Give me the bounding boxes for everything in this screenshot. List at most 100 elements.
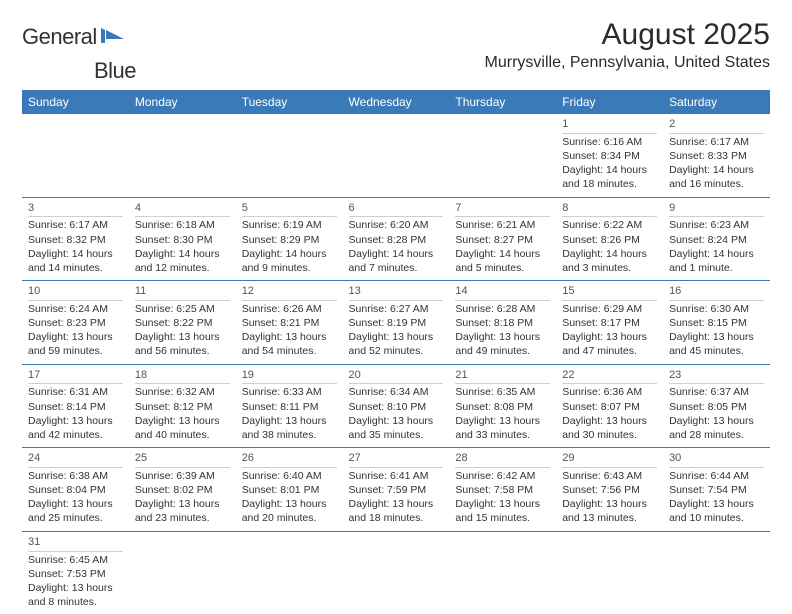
day-detail: Daylight: 13 hours [135,497,230,511]
day-detail: Sunrise: 6:29 AM [562,302,657,316]
day-detail: Sunrise: 6:31 AM [28,385,123,399]
day-detail: Sunrise: 6:45 AM [28,553,123,567]
day-detail: and 30 minutes. [562,428,657,442]
day-number: 16 [669,284,764,301]
day-detail: Sunrise: 6:41 AM [349,469,444,483]
day-detail: Sunset: 7:56 PM [562,483,657,497]
day-detail: Daylight: 14 hours [349,247,444,261]
day-cell: 14Sunrise: 6:28 AMSunset: 8:18 PMDayligh… [449,281,556,365]
week-row: 31Sunrise: 6:45 AMSunset: 7:53 PMDayligh… [22,531,770,614]
day-detail: Sunset: 8:07 PM [562,400,657,414]
day-cell: 16Sunrise: 6:30 AMSunset: 8:15 PMDayligh… [663,281,770,365]
day-detail: and 18 minutes. [562,177,657,191]
day-detail: Daylight: 14 hours [669,163,764,177]
day-cell: 24Sunrise: 6:38 AMSunset: 8:04 PMDayligh… [22,448,129,532]
day-cell: 20Sunrise: 6:34 AMSunset: 8:10 PMDayligh… [343,364,450,448]
day-cell [343,114,450,197]
day-detail: Daylight: 13 hours [28,330,123,344]
month-title: August 2025 [485,18,770,52]
day-number: 28 [455,451,550,468]
day-cell: 23Sunrise: 6:37 AMSunset: 8:05 PMDayligh… [663,364,770,448]
day-detail: Sunrise: 6:40 AM [242,469,337,483]
day-number: 10 [28,284,123,301]
day-detail: Daylight: 13 hours [562,497,657,511]
week-row: 1Sunrise: 6:16 AMSunset: 8:34 PMDaylight… [22,114,770,197]
day-number: 29 [562,451,657,468]
day-cell: 25Sunrise: 6:39 AMSunset: 8:02 PMDayligh… [129,448,236,532]
day-cell [343,531,450,614]
day-detail: and 15 minutes. [455,511,550,525]
day-detail: Sunrise: 6:33 AM [242,385,337,399]
day-detail: and 13 minutes. [562,511,657,525]
day-detail: Daylight: 13 hours [349,414,444,428]
day-detail: Daylight: 13 hours [28,497,123,511]
day-detail: Sunset: 8:11 PM [242,400,337,414]
day-cell: 27Sunrise: 6:41 AMSunset: 7:59 PMDayligh… [343,448,450,532]
col-thursday: Thursday [449,90,556,114]
col-sunday: Sunday [22,90,129,114]
day-detail: and 16 minutes. [669,177,764,191]
day-number: 13 [349,284,444,301]
day-cell: 7Sunrise: 6:21 AMSunset: 8:27 PMDaylight… [449,197,556,281]
day-cell: 9Sunrise: 6:23 AMSunset: 8:24 PMDaylight… [663,197,770,281]
day-detail: and 1 minute. [669,261,764,275]
day-cell: 28Sunrise: 6:42 AMSunset: 7:58 PMDayligh… [449,448,556,532]
day-detail: Sunset: 8:28 PM [349,233,444,247]
day-detail: Sunset: 8:04 PM [28,483,123,497]
day-detail: Sunset: 8:33 PM [669,149,764,163]
day-cell: 21Sunrise: 6:35 AMSunset: 8:08 PMDayligh… [449,364,556,448]
day-detail: Daylight: 13 hours [669,414,764,428]
day-detail: Daylight: 13 hours [455,414,550,428]
day-detail: and 54 minutes. [242,344,337,358]
day-cell [236,531,343,614]
day-detail: and 25 minutes. [28,511,123,525]
day-detail: Sunset: 8:29 PM [242,233,337,247]
day-detail: Sunrise: 6:19 AM [242,218,337,232]
day-detail: Sunset: 8:22 PM [135,316,230,330]
day-detail: Sunrise: 6:16 AM [562,135,657,149]
day-detail: Sunrise: 6:34 AM [349,385,444,399]
day-cell [663,531,770,614]
day-cell: 8Sunrise: 6:22 AMSunset: 8:26 PMDaylight… [556,197,663,281]
day-detail: Daylight: 14 hours [135,247,230,261]
day-detail: and 52 minutes. [349,344,444,358]
day-number: 1 [562,117,657,134]
day-detail: Sunrise: 6:21 AM [455,218,550,232]
day-detail: Daylight: 13 hours [135,414,230,428]
day-cell: 11Sunrise: 6:25 AMSunset: 8:22 PMDayligh… [129,281,236,365]
day-detail: and 14 minutes. [28,261,123,275]
day-detail: and 9 minutes. [242,261,337,275]
day-detail: Daylight: 14 hours [28,247,123,261]
day-cell: 3Sunrise: 6:17 AMSunset: 8:32 PMDaylight… [22,197,129,281]
day-number: 9 [669,201,764,218]
col-tuesday: Tuesday [236,90,343,114]
day-detail: Daylight: 13 hours [562,330,657,344]
day-detail: and 56 minutes. [135,344,230,358]
day-detail: Sunset: 8:02 PM [135,483,230,497]
day-number: 11 [135,284,230,301]
day-detail: and 23 minutes. [135,511,230,525]
day-cell: 5Sunrise: 6:19 AMSunset: 8:29 PMDaylight… [236,197,343,281]
location-text: Murrysville, Pennsylvania, United States [485,54,770,72]
day-detail: Sunset: 7:53 PM [28,567,123,581]
day-detail: and 7 minutes. [349,261,444,275]
day-detail: Sunrise: 6:23 AM [669,218,764,232]
day-detail: and 3 minutes. [562,261,657,275]
day-detail: Sunset: 8:21 PM [242,316,337,330]
header-row: Sunday Monday Tuesday Wednesday Thursday… [22,90,770,114]
day-detail: Sunrise: 6:32 AM [135,385,230,399]
day-number: 7 [455,201,550,218]
day-detail: Daylight: 14 hours [562,247,657,261]
title-block: August 2025 Murrysville, Pennsylvania, U… [485,18,770,72]
day-detail: Sunrise: 6:43 AM [562,469,657,483]
logo-text-blue: Blue [94,58,136,84]
day-detail: Sunrise: 6:24 AM [28,302,123,316]
day-detail: Sunrise: 6:44 AM [669,469,764,483]
day-detail: Daylight: 13 hours [242,414,337,428]
day-number: 6 [349,201,444,218]
day-detail: Sunset: 8:19 PM [349,316,444,330]
day-cell [22,114,129,197]
day-detail: Daylight: 13 hours [242,330,337,344]
col-friday: Friday [556,90,663,114]
day-cell: 13Sunrise: 6:27 AMSunset: 8:19 PMDayligh… [343,281,450,365]
